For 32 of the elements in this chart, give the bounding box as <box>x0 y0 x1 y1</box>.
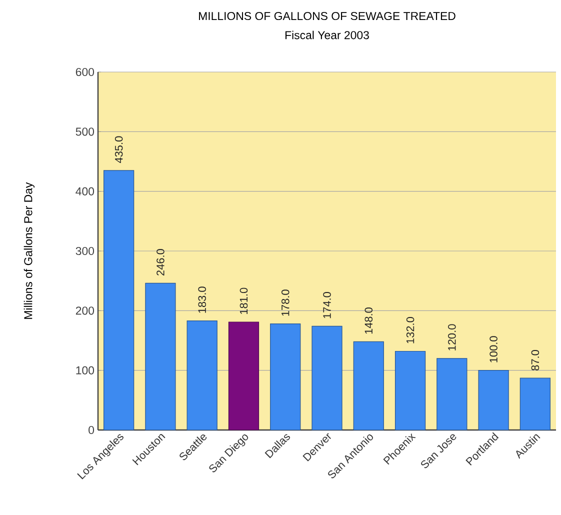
bar <box>312 326 342 430</box>
y-tick-label: 500 <box>76 128 94 136</box>
y-tick-label: 100 <box>76 366 94 374</box>
y-tick-label: 400 <box>76 187 94 196</box>
data-label: 100.0 <box>490 336 498 362</box>
bar <box>394 350 426 430</box>
bar <box>104 170 134 430</box>
y-axis-title: Millions of Gallons Per Day <box>24 182 35 319</box>
chart-title: MILLIONS OF GALLONS OF SEWAGE TREATED <box>199 12 456 20</box>
bar <box>186 320 218 430</box>
data-label: 178.0 <box>282 290 290 316</box>
data-label: 120.0 <box>448 324 456 350</box>
data-label: 148.0 <box>364 308 373 334</box>
data-label: 181.0 <box>240 288 248 314</box>
data-label: 435.0 <box>114 136 123 163</box>
y-tick-label: 300 <box>76 246 94 256</box>
data-label: 183.0 <box>198 286 206 313</box>
bar <box>145 282 176 430</box>
data-label: 246.0 <box>156 249 164 276</box>
bar <box>478 370 509 430</box>
bar <box>520 378 550 430</box>
chart-subtitle: Fiscal Year 2003 <box>285 30 369 40</box>
bar <box>270 323 301 430</box>
y-tick-label: 600 <box>76 68 94 76</box>
bar <box>228 322 260 430</box>
data-label: 87.0 <box>531 350 540 370</box>
y-tick-label: 0 <box>88 426 94 434</box>
data-label: 174.0 <box>323 292 331 318</box>
data-label: 132.0 <box>406 317 414 344</box>
bar <box>353 341 384 430</box>
y-tick-label: 200 <box>76 306 94 315</box>
bar <box>436 358 468 430</box>
